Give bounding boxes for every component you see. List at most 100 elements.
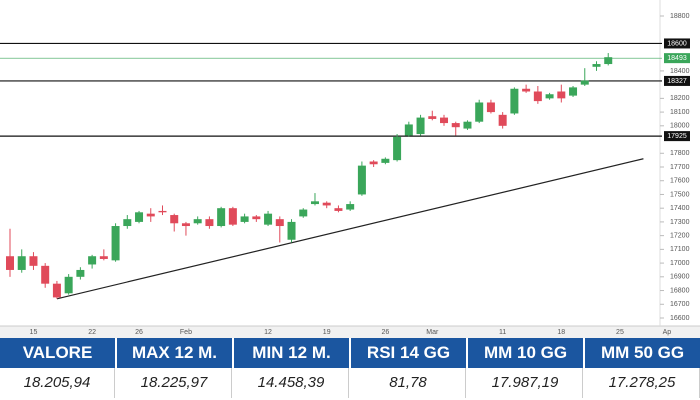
candle-body (416, 117, 425, 135)
candle-body (404, 124, 413, 136)
x-tick-label: Ap (663, 329, 672, 336)
x-tick-label: Mar (426, 329, 439, 336)
candle-body (275, 219, 284, 227)
value-cell: 17.278,25 (585, 368, 700, 398)
candle-body (99, 256, 108, 259)
candle-body (88, 256, 97, 265)
candle-body (240, 216, 249, 222)
x-tick-label: 19 (323, 329, 331, 336)
y-tick-label: 18800 (670, 13, 690, 20)
x-tick-label: 12 (264, 329, 272, 336)
candle-body (393, 136, 402, 161)
y-tick-label: 17100 (670, 246, 690, 253)
level-box (664, 38, 690, 49)
candle-body (299, 209, 308, 217)
candle-body (181, 223, 190, 227)
x-tick-label: 25 (616, 329, 624, 336)
candle-body (158, 210, 167, 213)
candle-body (451, 123, 460, 128)
header-cell: VALORE (0, 338, 115, 368)
level-box (664, 131, 690, 142)
candle-body (440, 117, 449, 124)
y-tick-label: 17800 (670, 150, 690, 157)
candle-body (76, 269, 85, 277)
candle-body (111, 226, 120, 261)
candle-body (146, 213, 155, 217)
candle-body (322, 202, 331, 206)
candle-body (52, 283, 61, 298)
y-tick-label: 18000 (670, 123, 690, 130)
candle-body (193, 219, 202, 224)
candle-body (463, 121, 472, 129)
candle-body (346, 204, 355, 210)
header-cell: MM 10 GG (468, 338, 583, 368)
candle-body (545, 94, 554, 99)
candle-body (334, 208, 343, 211)
candle-body (64, 276, 73, 294)
candle-body (522, 88, 531, 92)
candle-body (498, 114, 507, 126)
candle-body (252, 216, 261, 220)
candle-body (264, 213, 273, 225)
y-tick-label: 16600 (670, 315, 690, 322)
x-tick-label: 22 (88, 329, 96, 336)
y-tick-label: 17600 (670, 178, 690, 185)
header-row: VALORE MAX 12 M. MIN 12 M. RSI 14 GG MM 10 G… (0, 338, 700, 368)
y-tick-label: 18400 (670, 68, 690, 75)
y-tick-label: 17700 (670, 164, 690, 171)
candle-body (41, 265, 50, 284)
candle-body (228, 208, 237, 225)
header-cell: MM 50 GG (585, 338, 700, 368)
x-tick-label: 26 (381, 329, 389, 336)
candle-body (205, 219, 214, 227)
header-cell: MAX 12 M. (117, 338, 232, 368)
value-cell: 81,78 (351, 368, 466, 398)
x-tick-label: 11 (499, 329, 506, 336)
header-cell: MIN 12 M. (234, 338, 349, 368)
candle-body (475, 102, 484, 122)
candle-body (604, 57, 613, 65)
value-cell: 14.458,39 (234, 368, 349, 398)
candle-body (486, 102, 495, 113)
y-tick-label: 17500 (670, 191, 690, 198)
candle-body (287, 221, 296, 240)
axis-strip (0, 326, 700, 338)
candle-body (381, 158, 390, 163)
x-tick-label: 18 (557, 329, 565, 336)
header-cell: RSI 14 GG (351, 338, 466, 368)
candle-body (357, 165, 366, 195)
candle-body (310, 201, 319, 205)
last-price-label: 18493 (667, 55, 687, 62)
y-tick-label: 17400 (670, 205, 690, 212)
value-cell: 17.987,19 (468, 368, 583, 398)
candle-body (170, 215, 179, 224)
chart: 16600 16700 16800 16900 17000 17100 17200 17300… (0, 0, 700, 338)
candle-body (569, 87, 578, 96)
level-label: 18600 (667, 40, 687, 47)
summary-table: VALORE MAX 12 M. MIN 12 M. RSI 14 GG MM 10 G… (0, 338, 700, 400)
trendline (56, 158, 644, 300)
y-tick-label: 17200 (670, 232, 690, 239)
value-cell: 18.225,97 (117, 368, 232, 398)
y-tick-label: 16900 (670, 274, 690, 281)
level-label: 17925 (667, 133, 687, 140)
value-row: 18.205,94 18.225,97 14.458,39 81,78 17.987,1… (0, 368, 700, 398)
level-box (664, 75, 690, 86)
candle-body (592, 64, 601, 67)
x-tick-label: 26 (135, 329, 143, 336)
candle-body (135, 212, 144, 222)
candle-body (428, 116, 437, 119)
x-tick-label: Feb (180, 329, 192, 336)
y-tick-label: 16700 (670, 301, 690, 308)
y-tick-label: 18100 (670, 109, 690, 116)
candle-body (580, 80, 589, 85)
candle-body (369, 161, 378, 165)
y-tick-label: 17300 (670, 219, 690, 226)
candle-body (533, 91, 542, 102)
candle-body (557, 91, 566, 99)
candle-body (217, 208, 226, 227)
candle-body (123, 219, 132, 227)
y-tick-label: 16800 (670, 287, 690, 294)
candle-body (6, 256, 14, 270)
